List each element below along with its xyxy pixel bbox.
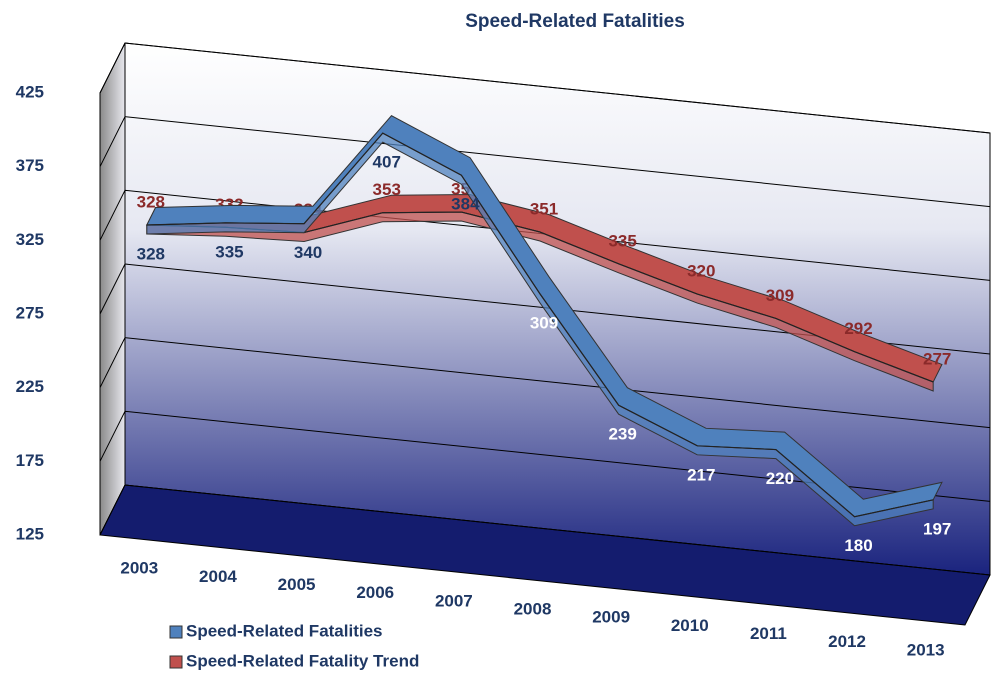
x-tick-label: 2013 <box>907 640 945 659</box>
x-tick-label: 2007 <box>435 591 473 610</box>
data-label: 335 <box>608 231 636 250</box>
data-label: 180 <box>844 536 872 555</box>
y-tick-label: 375 <box>16 156 44 175</box>
x-tick-label: 2012 <box>828 632 866 651</box>
series-line <box>146 132 934 518</box>
data-label: 320 <box>687 262 715 281</box>
data-label: 197 <box>923 519 951 538</box>
data-label: 340 <box>294 243 322 262</box>
x-tick-label: 2005 <box>278 575 316 594</box>
data-label: 220 <box>766 469 794 488</box>
data-label: 407 <box>373 153 401 172</box>
grid-line <box>99 189 991 281</box>
y-tick-label: 225 <box>16 377 44 396</box>
data-label: 309 <box>766 286 794 305</box>
data-label: 309 <box>530 313 558 332</box>
x-tick-label: 2004 <box>199 567 237 586</box>
legend-label: Speed-Related Fatalities <box>186 621 383 640</box>
data-label: 292 <box>844 319 872 338</box>
data-label: 328 <box>137 192 165 211</box>
y-tick-label: 325 <box>16 230 44 249</box>
data-label: 384 <box>451 195 480 214</box>
y-tick-label: 275 <box>16 303 44 322</box>
data-label: 239 <box>608 425 636 444</box>
x-tick-label: 2006 <box>356 583 394 602</box>
grid-line <box>99 484 991 576</box>
grid-line <box>99 263 991 355</box>
data-label: 217 <box>687 465 715 484</box>
chart-title: Speed-Related Fatalities <box>465 11 685 32</box>
y-tick-label: 175 <box>16 451 44 470</box>
legend-swatch <box>169 655 183 669</box>
x-tick-label: 2003 <box>120 559 158 578</box>
data-label: 335 <box>215 242 243 261</box>
plot-area: 125 175 225 275 325 375 425 2003 2004 2005 2006 200… <box>16 42 991 659</box>
legend-label: Speed-Related Fatality Trend <box>186 651 419 670</box>
legend-swatch <box>169 625 183 639</box>
data-label: 328 <box>137 244 165 263</box>
x-tick-label: 2011 <box>750 624 787 643</box>
data-label: 353 <box>373 180 401 199</box>
x-tick-label: 2010 <box>671 616 709 635</box>
y-tick-label: 425 <box>16 82 44 101</box>
data-label: 351 <box>530 200 558 219</box>
grid-line <box>99 116 991 208</box>
x-tick-label: 2009 <box>592 608 630 627</box>
x-tick-label: 2008 <box>514 599 552 618</box>
grid-line <box>99 42 991 134</box>
grid-line <box>99 337 991 429</box>
grid-line <box>99 410 991 502</box>
y-tick-label: 125 <box>16 524 44 543</box>
data-label: 277 <box>923 349 951 368</box>
